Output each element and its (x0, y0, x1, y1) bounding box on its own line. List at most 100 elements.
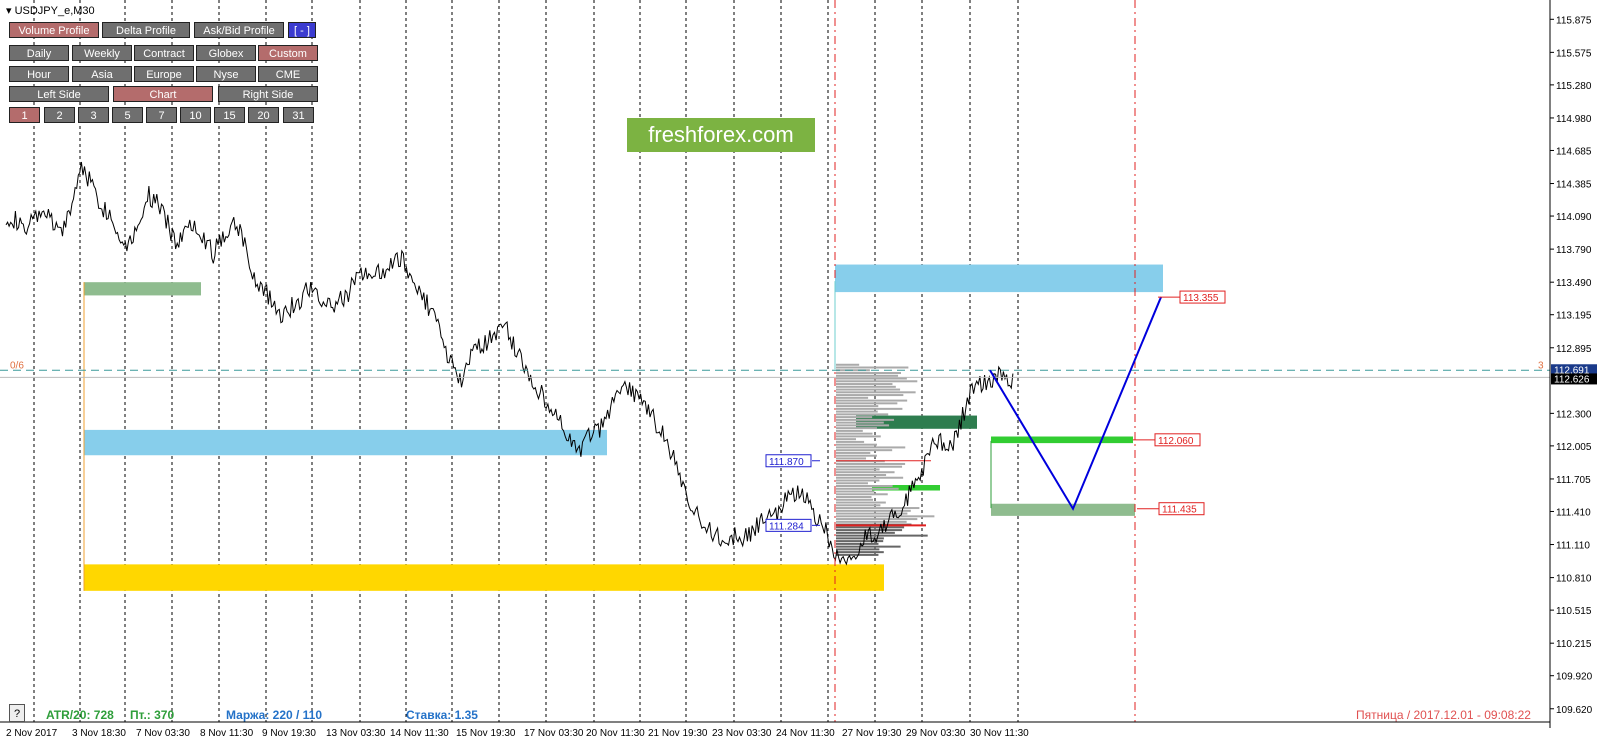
y-tick-label-18: 110.215 (1556, 639, 1592, 650)
toolbar-row4-btn-chart[interactable]: Chart (113, 86, 213, 102)
y-tick-label-15: 111.110 (1556, 541, 1590, 552)
profile-bar-8 (836, 385, 896, 388)
toolbar-row3-btn-cme[interactable]: CME (258, 66, 318, 82)
y-tick-label-17: 110.515 (1556, 606, 1592, 617)
y-tick-label-13: 111.705 (1556, 475, 1591, 486)
y-tick-label-1: 115.575 (1556, 48, 1592, 59)
profile-bar-34 (836, 457, 867, 460)
rate-stat: Ставка: 1.35 (406, 708, 478, 722)
x-tick-label-1: 3 Nov 18:30 (72, 728, 126, 739)
profile-bar-53 (836, 509, 911, 512)
level-right-label: 3 (1538, 360, 1544, 371)
profile-bar-55 (836, 515, 935, 518)
profile-bar-48 (836, 496, 872, 499)
y-tick-label-4: 114.685 (1556, 146, 1592, 157)
x-tick-label-0: 2 Nov 2017 (6, 728, 58, 739)
profile-bar-25 (836, 432, 873, 435)
price-label-box-1 (1154, 433, 1201, 447)
profile-bar-4 (836, 374, 899, 377)
toolbar-row3-btn-hour[interactable]: Hour (9, 66, 69, 82)
x-tick-label-5: 13 Nov 03:30 (326, 728, 386, 739)
price-label-box-4 (765, 518, 812, 532)
x-tick-label-9: 20 Nov 11:30 (586, 728, 645, 739)
price-label-1: 112.060 (1158, 436, 1194, 447)
current-price-text: 112.626 (1554, 374, 1590, 385)
x-tick-label-11: 23 Nov 03:30 (712, 728, 772, 739)
bright-green-zone-right (991, 436, 1133, 444)
profile-bar-7 (836, 383, 893, 386)
x-tick-label-10: 21 Nov 19:30 (648, 728, 708, 739)
profile-bar-31 (836, 449, 893, 452)
toolbar-row1-btn-delta-profile[interactable]: Delta Profile (102, 22, 190, 38)
pt-stat: Пт.: 370 (130, 708, 175, 722)
toolbar-row5-btn-31[interactable]: 31 (283, 107, 314, 123)
toolbar-row2-btn-contract[interactable]: Contract (134, 45, 194, 61)
x-tick-label-8: 17 Nov 03:30 (524, 728, 584, 739)
y-tick-label-5: 114.385 (1556, 180, 1592, 191)
toolbar-row2-btn-daily[interactable]: Daily (9, 45, 69, 61)
y-tick-label-10: 112.895 (1556, 344, 1592, 355)
watermark: freshforex.com (627, 118, 815, 152)
toolbar-row5-btn-5[interactable]: 5 (112, 107, 143, 123)
toolbar-row5-btn-15[interactable]: 15 (214, 107, 245, 123)
y-tick-label-19: 109.920 (1556, 672, 1593, 683)
toolbar-row4-btn-right-side[interactable]: Right Side (218, 86, 318, 102)
profile-bar-43 (836, 482, 868, 485)
toolbar-row5-btn-7[interactable]: 7 (146, 107, 177, 123)
toolbar-row4-btn-left-side[interactable]: Left Side (9, 86, 109, 102)
current-price-tag (1551, 373, 1597, 385)
toolbar-row3-btn-asia[interactable]: Asia (72, 66, 132, 82)
y-tick-label-9: 113.195 (1556, 311, 1592, 322)
x-tick-label-13: 27 Nov 19:30 (842, 728, 902, 739)
toolbar-row1-btn-ask-bid-profile[interactable]: Ask/Bid Profile (194, 22, 284, 38)
toolbar-row1-btn-volume-profile[interactable]: Volume Profile (9, 22, 99, 38)
toolbar-row2-btn-globex[interactable]: Globex (196, 45, 256, 61)
profile-bar-32 (836, 451, 871, 454)
toolbar-row5-btn-10[interactable]: 10 (180, 107, 211, 123)
profile-bar-26 (836, 435, 881, 438)
profile-bar-19 (836, 416, 873, 419)
profile-bar-30 (836, 446, 906, 449)
y-tick-label-7: 113.790 (1556, 245, 1592, 256)
profile-bar-49 (836, 498, 874, 501)
toolbar-row3-btn-europe[interactable]: Europe (134, 66, 194, 82)
toolbar-row1-btn-[interactable]: [ - ] (288, 22, 316, 38)
price-label-0: 113.355 (1183, 293, 1219, 304)
profile-bar-15 (836, 405, 879, 408)
profile-bar-3 (836, 372, 902, 375)
toolbar-row5-btn-2[interactable]: 2 (44, 107, 75, 123)
profile-bar-20 (836, 418, 895, 421)
profile-bar-62 (836, 534, 928, 537)
profile-bar-40 (836, 473, 887, 476)
profile-bar-36 (836, 462, 906, 465)
volume-profile (836, 363, 935, 556)
profile-bar-41 (836, 476, 904, 479)
atr-stat: ATR/20: 728 (46, 708, 114, 722)
toolbar-row5-btn-20[interactable]: 20 (248, 107, 279, 123)
toolbar-row3-btn-nyse[interactable]: Nyse (196, 66, 256, 82)
bid-price-text: 112.691 (1554, 365, 1590, 376)
toolbar-row2-btn-weekly[interactable]: Weekly (72, 45, 132, 61)
profile-bar-6 (836, 380, 918, 383)
x-tick-label-14: 29 Nov 03:30 (906, 728, 966, 739)
toolbar-row2-btn-custom[interactable]: Custom (258, 45, 318, 61)
profile-bar-22 (836, 424, 890, 427)
price-label-box-3 (765, 454, 812, 468)
help-button[interactable]: ? (9, 704, 25, 722)
toolbar-row5-btn-1[interactable]: 1 (9, 107, 40, 123)
price-label-3: 111.870 (769, 457, 804, 468)
level-lines: 0/6 3 (0, 0, 1550, 722)
profile-bar-12 (836, 396, 869, 399)
toolbar-row5-btn-3[interactable]: 3 (78, 107, 109, 123)
profile-bar-63 (836, 537, 884, 540)
green-zone-right (991, 503, 1135, 516)
forecast-path (989, 296, 1162, 511)
x-tick-label-7: 15 Nov 19:30 (456, 728, 516, 739)
price-label-box-2 (1158, 502, 1205, 516)
blue-zone-left (84, 429, 607, 456)
y-tick-label-12: 112.005 (1556, 442, 1592, 453)
profile-bar-27 (836, 438, 857, 441)
profile-bar-29 (836, 443, 878, 446)
